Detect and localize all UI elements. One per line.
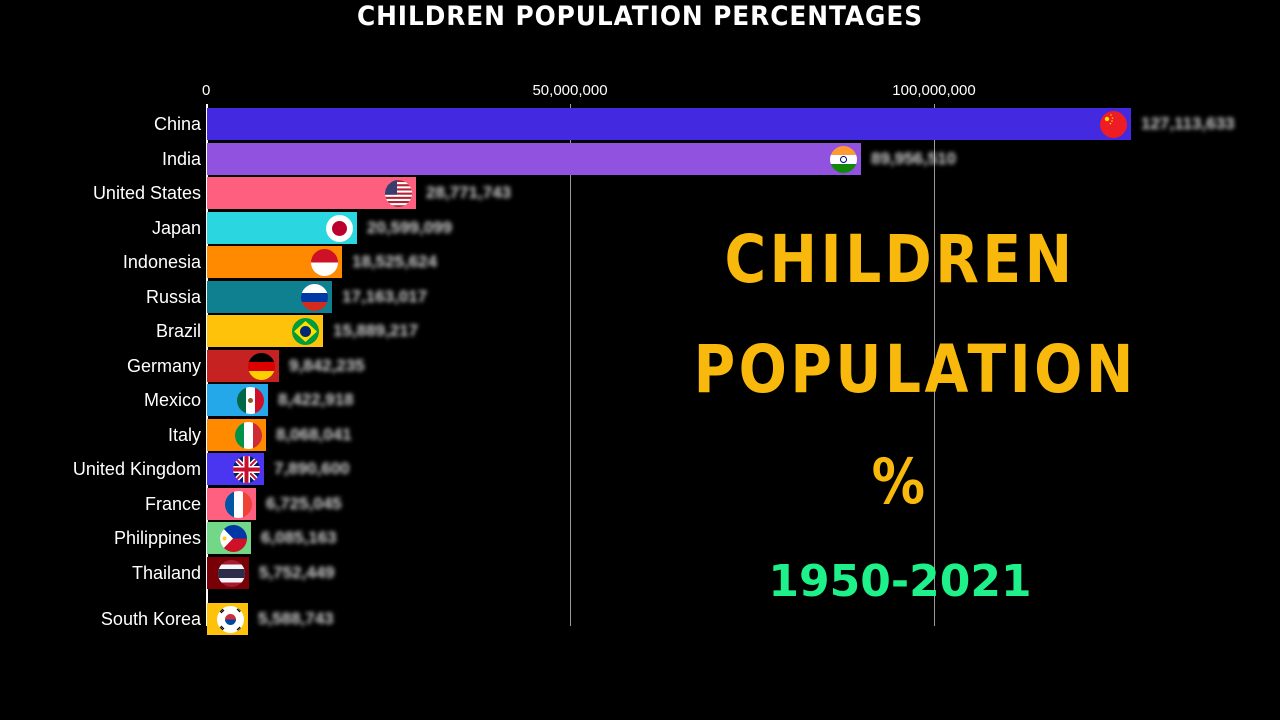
country-label: Philippines	[113, 528, 201, 548]
value-label: 5,588,743	[258, 609, 334, 628]
india-flag-icon	[830, 146, 857, 173]
bar-row: France 6,725,045	[0, 488, 1280, 520]
country-label: Germany	[126, 356, 201, 376]
thailand-flag-icon	[218, 560, 245, 587]
value-label: 127,113,633	[1141, 114, 1235, 133]
germany-flag-icon	[248, 353, 275, 380]
value-label: 89,956,510	[871, 149, 957, 168]
gridline-100m	[934, 104, 935, 626]
overlay-line-population: POPULATION	[693, 331, 1137, 408]
country-label: Thailand	[131, 563, 201, 583]
country-label: United States	[92, 183, 201, 203]
value-label: 28,771,743	[426, 183, 512, 202]
uk-flag-icon	[233, 456, 260, 483]
value-label: 6,085,163	[261, 528, 337, 547]
value-label: 7,890,600	[274, 459, 350, 478]
france-flag-icon	[225, 491, 252, 518]
bar-row: Mexico 8,422,918	[0, 384, 1280, 416]
philippines-flag-icon	[220, 525, 247, 552]
italy-flag-icon	[235, 422, 262, 449]
overlay-line-percent: %	[871, 445, 929, 518]
bar-row: Brazil 15,889,217	[0, 315, 1280, 347]
country-label: Indonesia	[122, 252, 201, 272]
country-label: India	[161, 149, 201, 169]
china-flag-icon	[1100, 111, 1127, 138]
bar-row: Indonesia 18,525,624	[0, 246, 1280, 278]
value-label: 6,725,045	[266, 494, 342, 513]
bar-row: Japan 20,599,099	[0, 212, 1280, 244]
value-label: 15,889,217	[333, 321, 419, 340]
bar	[207, 108, 1131, 140]
japan-flag-icon	[326, 215, 353, 242]
bar-row: China 127,113,633	[0, 108, 1280, 140]
overlay-years: 1950-2021	[768, 556, 1032, 607]
brazil-flag-icon	[292, 318, 319, 345]
indonesia-flag-icon	[311, 249, 338, 276]
overlay-title: CHILDREN	[660, 222, 1140, 298]
chart-title: CHILDREN POPULATION PERCENTAGES	[356, 1, 924, 32]
value-label: 9,842,235	[289, 356, 365, 375]
country-label: Russia	[145, 287, 201, 307]
south-korea-flag-icon	[217, 606, 244, 633]
country-label: Brazil	[155, 321, 201, 341]
bar	[207, 177, 416, 209]
bar-row: Philippines 6,085,163	[0, 522, 1280, 554]
bar-row: United Kingdom 7,890,600	[0, 453, 1280, 485]
bar-row: United States 28,771,743	[0, 177, 1280, 209]
russia-flag-icon	[301, 284, 328, 311]
gridline-50m	[570, 104, 571, 626]
value-label: 8,068,041	[276, 425, 352, 444]
overlay-title-2: POPULATION	[660, 332, 1140, 408]
value-label: 5,752,449	[259, 563, 335, 582]
value-label: 18,525,624	[352, 252, 438, 271]
bar-row: South Korea 5,588,743	[0, 603, 1280, 635]
axis-tick-50m: 50,000,000	[532, 82, 608, 99]
country-label: Italy	[167, 425, 201, 445]
country-label: Japan	[151, 218, 201, 238]
usa-flag-icon	[385, 180, 412, 207]
country-label: Mexico	[143, 390, 201, 410]
mexico-flag-icon	[237, 387, 264, 414]
country-label: South Korea	[100, 609, 201, 629]
bar-row: Italy 8,068,041	[0, 419, 1280, 451]
axis-tick-100m: 100,000,000	[892, 82, 976, 99]
value-label: 17,163,017	[342, 287, 428, 306]
value-label: 20,599,099	[367, 218, 453, 237]
bar-row: India 89,956,510	[0, 143, 1280, 175]
value-label: 8,422,918	[278, 390, 354, 409]
bar-row: Germany 9,842,235	[0, 350, 1280, 382]
country-label: France	[144, 494, 201, 514]
axis-tick-0: 0	[202, 82, 211, 99]
bar-row: Thailand 5,752,449	[0, 557, 1280, 589]
country-label: United Kingdom	[72, 459, 201, 479]
overlay-line-children: CHILDREN	[724, 221, 1076, 298]
overlay-years-wrap: 1950-2021	[660, 556, 1140, 607]
country-label: China	[153, 114, 201, 134]
bar-row: Russia 17,163,017	[0, 281, 1280, 313]
bar	[207, 143, 861, 175]
overlay-title-3: %	[660, 444, 1140, 520]
